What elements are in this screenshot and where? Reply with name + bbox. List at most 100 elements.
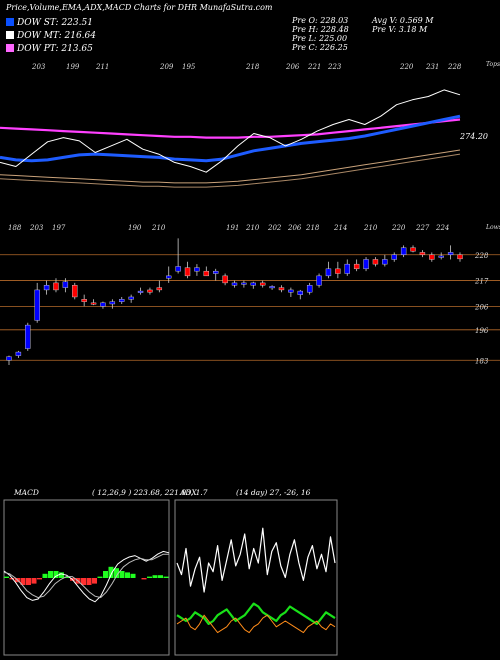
candle-up [34, 289, 40, 321]
price-tick-label: 228 [474, 252, 489, 260]
macd-histogram-bar [152, 575, 158, 578]
adx-panel: ADX (14 day) 27, -26, 16 [174, 488, 338, 656]
candle-up [363, 259, 369, 270]
macd-histogram-bar [20, 578, 26, 585]
candle-down [429, 254, 435, 260]
legend-swatch-mt [6, 31, 14, 39]
macd-histogram-bar [103, 571, 108, 578]
candle-up [166, 275, 172, 279]
ema-top-label: 211 [95, 63, 109, 71]
ema-right-top-label: Tops [486, 61, 500, 68]
candle-up [128, 296, 134, 300]
candle-down [335, 268, 341, 274]
prev-volume: Pre V: 3.18 M [372, 25, 428, 34]
legend-swatch-pt [6, 44, 14, 52]
prev-open: Pre O: 228.03 [292, 16, 349, 25]
macd-histogram-bar [92, 578, 97, 584]
candle-up [6, 356, 12, 361]
candle-up [391, 254, 397, 260]
candle-up [213, 270, 219, 274]
price-tick-label: 196 [475, 327, 489, 335]
candle-up [119, 299, 125, 302]
candle-up [15, 351, 22, 356]
candle-up [100, 302, 106, 307]
macd-histogram-bar [37, 578, 42, 580]
adx-params: (14 day) 27, -26, 16 [236, 488, 311, 497]
candle-down [222, 275, 228, 284]
macd-histogram-bar [125, 572, 130, 578]
candle-up [25, 324, 31, 349]
adx-adx-orange-line [176, 614, 336, 634]
ema-price-line [0, 89, 461, 173]
macd-histogram-bar [31, 578, 37, 584]
candle-up [269, 286, 275, 289]
price-tick-label: 183 [475, 357, 489, 365]
candle-up [344, 263, 350, 274]
macd-histogram-bar [53, 571, 59, 578]
ema-ribbon-line [0, 153, 461, 188]
candle-down [419, 252, 426, 255]
avg-volume: Avg V: 0.569 M [372, 16, 434, 25]
candle-up [400, 247, 407, 255]
candle-up [137, 290, 144, 293]
candle-up [306, 285, 313, 293]
candle-up [438, 255, 444, 258]
macd-histogram-bar [4, 576, 9, 578]
candle-down [72, 285, 78, 298]
adx-title: ADX [179, 488, 197, 497]
ema-top-label: 195 [182, 63, 196, 71]
candle-up [43, 285, 50, 291]
candle-up [297, 290, 303, 295]
macd-histogram-bar [130, 573, 136, 578]
candle-down [156, 287, 163, 291]
candle-down [184, 267, 191, 277]
candle-down [259, 282, 266, 286]
candle-up [288, 289, 294, 293]
macd-histogram-bar [64, 576, 70, 578]
ema-bottom-label: 188 [8, 224, 22, 232]
candle-up [325, 268, 332, 277]
ema-top-label: 206 [285, 63, 300, 71]
ema-bottom-label: 210 [363, 224, 378, 232]
candle-up [231, 282, 238, 286]
macd-histogram-bar [119, 571, 125, 578]
macd-params: ( 12,26,9 ) 223.68, 221.93, 1.7 [92, 488, 208, 497]
chart-title: Price,Volume,EMA,ADX,MACD Charts for DHR… [6, 3, 273, 12]
ema-top-label: 231 [425, 63, 439, 71]
macd-signal-line [3, 553, 169, 599]
ema-pt-line [0, 118, 461, 139]
macd-histogram-bar [59, 572, 64, 578]
macd-histogram-bar [42, 573, 48, 578]
candle-down [147, 289, 153, 293]
ema-bottom-label: 210 [245, 224, 260, 232]
candle-up [316, 275, 322, 286]
ema-panel: 203 199 211 209 195 218 206 221 223 220 231 228 Tops… [0, 61, 500, 232]
ema-bottom-label: 214 [333, 224, 347, 232]
candle-down [203, 270, 210, 277]
macd-histogram-bar [158, 575, 163, 578]
adx-adx-white-line [176, 527, 336, 593]
ema-bottom-label: 224 [435, 224, 449, 232]
ema-top-label: 218 [245, 63, 260, 71]
candle-down [410, 247, 416, 252]
candle-down [353, 263, 360, 270]
legend-swatch-st [6, 18, 14, 26]
ema-bottom-label: 227 [415, 224, 430, 232]
candle-up [382, 259, 388, 265]
macd-histogram-bar [86, 578, 92, 585]
adx-frame [174, 499, 338, 656]
ema-bottom-label: 190 [128, 224, 142, 232]
macd-panel: MACD ( 12,26,9 ) 223.68, 221.93, 1.7 [3, 488, 208, 656]
candle-down [90, 302, 97, 305]
candle-up [175, 266, 181, 272]
ema-bottom-label: 220 [391, 224, 406, 232]
price-tick-label: 217 [474, 278, 489, 286]
legend-dow-pt: DOW PT: 213.65 [6, 44, 93, 54]
macd-histogram-bar [108, 566, 114, 578]
candle-up [241, 282, 247, 285]
candle-down [278, 287, 285, 291]
macd-histogram-bar [147, 576, 152, 578]
ema-top-label: 209 [159, 63, 174, 71]
ema-top-label: 220 [399, 63, 414, 71]
